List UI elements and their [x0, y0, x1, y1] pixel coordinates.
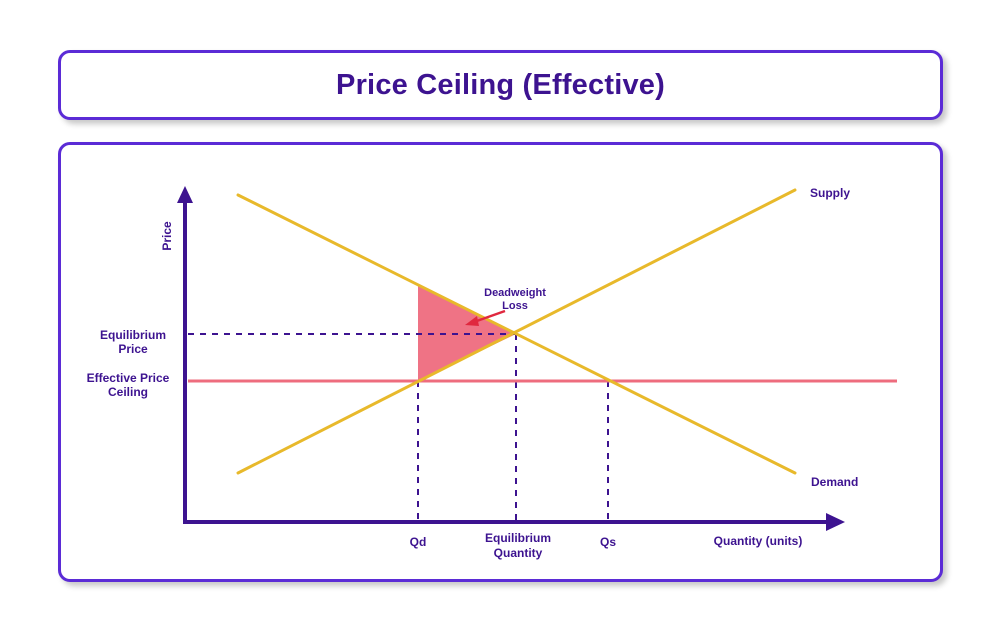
x-axis-label: Quantity (units) — [714, 534, 803, 548]
equilibrium-price-label-1: Equilibrium — [100, 328, 166, 342]
qd-label: Qd — [410, 535, 427, 549]
qs-label: Qs — [600, 535, 616, 549]
y-axis-arrow-icon — [177, 186, 193, 203]
demand-label: Demand — [811, 475, 858, 489]
equilibrium-quantity-label-1: Equilibrium — [485, 531, 551, 545]
y-axis-label: Price — [160, 221, 174, 251]
ceiling-label-2: Ceiling — [108, 385, 148, 399]
supply-label: Supply — [810, 186, 850, 200]
deadweight-label-2: Loss — [502, 300, 528, 312]
chart-card — [58, 142, 943, 582]
equilibrium-quantity-label-2: Quantity — [494, 546, 543, 560]
x-axis-arrow-icon — [826, 513, 845, 531]
x-axis — [183, 513, 845, 531]
deadweight-arrow-icon — [465, 309, 506, 326]
chart-title: Price Ceiling (Effective) — [336, 68, 665, 101]
supply-curve — [236, 188, 797, 475]
ceiling-label-1: Effective Price — [87, 371, 170, 385]
demand-curve — [236, 193, 797, 475]
title-card: Price Ceiling (Effective) — [58, 50, 943, 120]
y-axis — [177, 186, 193, 523]
equilibrium-price-label-2: Price — [118, 342, 148, 356]
deadweight-label-1: Deadweight — [484, 287, 546, 299]
